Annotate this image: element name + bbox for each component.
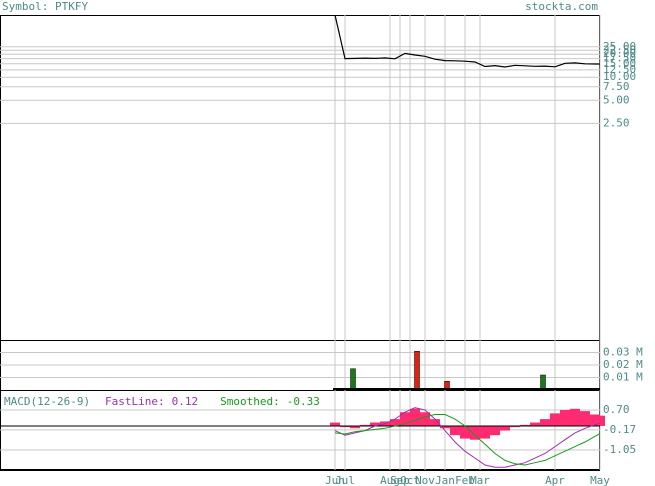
y-tick-label: 25.00 (603, 40, 636, 53)
legend-name: Smoothed: (220, 395, 280, 408)
macd-histogram-bar (450, 425, 460, 436)
y-tick-label: 0.03 M (603, 346, 643, 359)
y-tick-label: -0.17 (603, 423, 636, 436)
macd-histogram-bar (360, 424, 370, 426)
macd-line (334, 414, 601, 466)
macd-histogram-bar (580, 411, 590, 426)
site: stockta.com (525, 0, 598, 13)
macd-histogram-bar (390, 419, 400, 426)
x-tick-label: Feb (455, 474, 475, 486)
y-tick-label: 0.70 (603, 403, 630, 416)
legend-value: -0.33 (287, 395, 320, 408)
x-tick-label: Sep (390, 474, 410, 486)
macd-histogram-bar (440, 425, 450, 429)
x-tick-label: Mar (470, 474, 490, 486)
x-tick-label: Jul (335, 474, 355, 486)
y-tick-label: 17.50 (603, 52, 636, 65)
symbol: Symbol: PTKFY (2, 0, 88, 13)
y-tick-label: 5.00 (603, 93, 630, 106)
macd-histogram-bar (340, 425, 350, 428)
macd-line (334, 407, 601, 468)
macd-histogram-bar (540, 419, 550, 426)
x-tick-label: Apr (545, 474, 565, 486)
x-tick-label: Aug (380, 474, 400, 486)
y-tick-label: 12.50 (603, 63, 636, 76)
x-tick-label: May (590, 474, 610, 486)
macd-histogram-bar (410, 408, 420, 426)
x-tick-label: Oct (400, 474, 420, 486)
macd-histogram-bar (370, 422, 380, 426)
macd-histogram-bar (350, 425, 360, 429)
macd-histogram-bar (420, 412, 430, 426)
y-tick-label: 15.00 (603, 57, 636, 70)
legend-value: 0.12 (172, 395, 199, 408)
volume-bar (350, 368, 356, 391)
x-tick-label: Jan (435, 474, 455, 486)
macd-histogram-bar (470, 425, 480, 440)
volume-bar (414, 351, 420, 391)
y-tick-label: -1.05 (603, 443, 636, 456)
macd-histogram-bar (500, 425, 510, 431)
x-tick-label: Jun (325, 474, 345, 486)
volume-bar (540, 374, 546, 391)
macd-histogram-bar (595, 415, 605, 426)
macd-histogram-bar (550, 413, 560, 426)
legend-name: FastLine: (105, 395, 165, 408)
macd-histogram-bar (490, 425, 500, 436)
y-tick-label: 0.02 M (603, 358, 643, 371)
macd-histogram-bar (480, 425, 490, 439)
macd-histogram-bar (510, 425, 520, 428)
macd-histogram-bar (430, 419, 440, 426)
macd-histogram-bar (460, 425, 470, 439)
y-tick-label: 22.50 (603, 43, 636, 56)
macd-histogram-bar (400, 412, 410, 426)
price-line (334, 15, 600, 68)
macd-histogram-bar (530, 422, 540, 426)
y-tick-label: 7.50 (603, 80, 630, 93)
macd-histogram-bar (570, 408, 580, 426)
macd-histogram-bar (520, 424, 530, 426)
y-tick-label: 2.50 (603, 116, 630, 129)
macd-histogram-bar (330, 422, 340, 426)
x-tick-label: Nov (415, 474, 435, 486)
y-tick-label: 0.01 M (603, 371, 643, 384)
macd-histogram-bar (560, 409, 570, 426)
y-tick-label: 20.00 (603, 47, 636, 60)
y-tick-label: 10.00 (603, 70, 636, 83)
macd-title: MACD(12-26-9) (4, 395, 90, 408)
